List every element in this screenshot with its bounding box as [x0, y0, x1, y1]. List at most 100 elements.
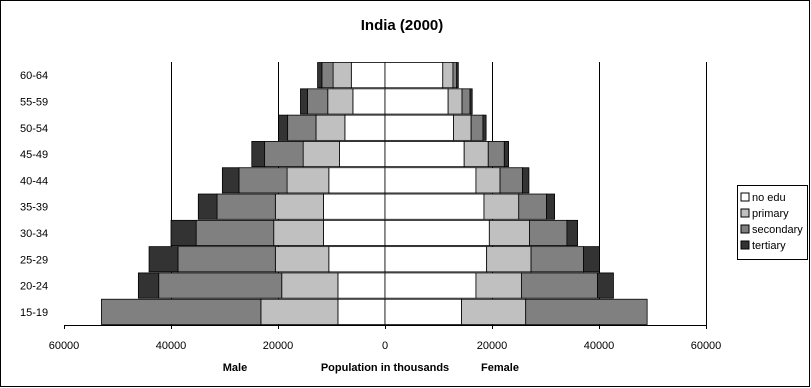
bar-female-tertiary-60-64: [456, 62, 459, 89]
bar-male-no-edu-15-19: [337, 298, 386, 325]
bar-female-secondary-15-19: [525, 298, 648, 325]
bar-male-no-edu-30-34: [323, 219, 386, 246]
bar-female-tertiary-25-29: [583, 246, 600, 273]
bar-male-no-edu-35-39: [323, 193, 386, 220]
x-tick-label: 20000: [263, 340, 294, 352]
bar-male-primary-20-24: [281, 272, 339, 299]
x-label-male: Male: [223, 362, 247, 374]
category-label: 20-24: [20, 281, 48, 293]
bar-male-secondary-40-44: [238, 167, 288, 194]
x-tick-marks: [64, 325, 707, 329]
bar-female-secondary-50-54: [470, 114, 484, 141]
legend-entry: tertiary: [752, 240, 786, 252]
bar-female-secondary-55-59: [461, 88, 471, 115]
bar-male-primary-30-34: [273, 219, 324, 246]
bar-male-secondary-60-64: [321, 62, 334, 89]
bar-female-tertiary-40-44: [522, 167, 530, 194]
bar-male-primary-15-19: [260, 298, 339, 325]
bar-male-tertiary-35-39: [197, 193, 218, 220]
legend: no edu primary secondary tertiary: [737, 185, 808, 260]
category-label: 45-49: [20, 149, 48, 161]
legend-entry: no edu: [752, 192, 786, 204]
bar-male-primary-60-64: [332, 62, 352, 89]
bar-male-primary-55-59: [327, 88, 354, 115]
bar-male-secondary-50-54: [287, 114, 317, 141]
category-labels: 15-19 20-24 25-29 30-34 35-39 40-44 45-49 50-54…: [20, 70, 48, 319]
bar-male-primary-35-39: [274, 193, 324, 220]
category-label: 40-44: [20, 175, 48, 187]
bar-female-primary-40-44: [475, 167, 501, 194]
bar-male-secondary-20-24: [158, 272, 283, 299]
bar-female-primary-25-29: [486, 246, 532, 273]
legend-swatch: [740, 192, 750, 202]
bar-male-no-edu-40-44: [328, 167, 386, 194]
bar-male-tertiary-20-24: [137, 272, 160, 299]
bar-female-primary-15-19: [461, 298, 527, 325]
bar-female-tertiary-55-59: [469, 88, 473, 115]
bar-female-no-edu-35-39: [384, 193, 485, 220]
bar-male-no-edu-45-49: [339, 141, 386, 168]
x-tick-label: 0: [382, 340, 388, 352]
bar-female-no-edu-25-29: [384, 246, 488, 273]
legend-swatch: [740, 208, 750, 218]
x-tick-label: 20000: [477, 340, 508, 352]
bar-female-no-edu-50-54: [384, 114, 454, 141]
bar-female-primary-45-49: [463, 141, 489, 168]
bar-male-no-edu-25-29: [328, 246, 386, 273]
x-label-center: Population in thousands: [321, 362, 449, 374]
bar-male-primary-25-29: [274, 246, 330, 273]
chart-title: India (2000): [361, 17, 444, 34]
bar-female-primary-55-59: [447, 88, 463, 115]
bar-male-tertiary-25-29: [148, 246, 179, 273]
bar-male-no-edu-20-24: [337, 272, 386, 299]
bar-female-primary-50-54: [453, 114, 472, 141]
bar-male-tertiary-55-59: [300, 88, 308, 115]
bar-female-no-edu-55-59: [384, 88, 449, 115]
bar-female-no-edu-40-44: [384, 167, 477, 194]
bar-male-secondary-35-39: [216, 193, 276, 220]
bar-female-secondary-45-49: [487, 141, 505, 168]
bar-female-primary-30-34: [488, 219, 530, 246]
bar-female-no-edu-15-19: [384, 298, 462, 325]
bar-female-secondary-40-44: [499, 167, 523, 194]
bar-female-no-edu-30-34: [384, 219, 490, 246]
bar-female-tertiary-20-24: [596, 272, 614, 299]
bar-male-no-edu-50-54: [344, 114, 386, 141]
bar-female-primary-20-24: [475, 272, 522, 299]
bar-male-tertiary-60-64: [317, 62, 323, 89]
bar-female-secondary-30-34: [529, 219, 568, 246]
bar-male-primary-45-49: [302, 141, 340, 168]
bars: [101, 62, 648, 325]
x-tick-label: 40000: [584, 340, 615, 352]
bar-female-primary-35-39: [483, 193, 520, 220]
x-tick-labels: 60000 40000 20000 0 20000 40000 60000: [49, 340, 722, 352]
category-label: 60-64: [20, 70, 48, 82]
bar-female-secondary-60-64: [452, 62, 458, 89]
bar-male-tertiary-40-44: [221, 167, 240, 194]
category-label: 15-19: [20, 307, 48, 319]
bar-female-tertiary-50-54: [482, 114, 487, 141]
x-tick-label: 40000: [156, 340, 187, 352]
bar-female-no-edu-60-64: [384, 62, 444, 89]
bar-female-secondary-25-29: [530, 246, 584, 273]
bar-male-tertiary-30-34: [170, 219, 197, 246]
bar-female-no-edu-45-49: [384, 141, 465, 168]
bar-male-no-edu-60-64: [350, 62, 386, 89]
bar-female-primary-60-64: [442, 62, 454, 89]
bar-female-no-edu-20-24: [384, 272, 477, 299]
legend-entry: secondary: [752, 224, 803, 236]
category-label: 35-39: [20, 202, 48, 214]
legend-swatch: [740, 224, 750, 234]
bar-male-no-edu-55-59: [352, 88, 386, 115]
x-tick-label: 60000: [691, 340, 722, 352]
x-label-female: Female: [481, 362, 519, 374]
bar-female-tertiary-35-39: [546, 193, 555, 220]
bar-male-tertiary-50-54: [278, 114, 289, 141]
bar-male-secondary-55-59: [307, 88, 329, 115]
x-tick-label: 60000: [49, 340, 80, 352]
category-label: 30-34: [20, 228, 48, 240]
bar-male-secondary-45-49: [264, 141, 304, 168]
bar-female-secondary-20-24: [521, 272, 598, 299]
